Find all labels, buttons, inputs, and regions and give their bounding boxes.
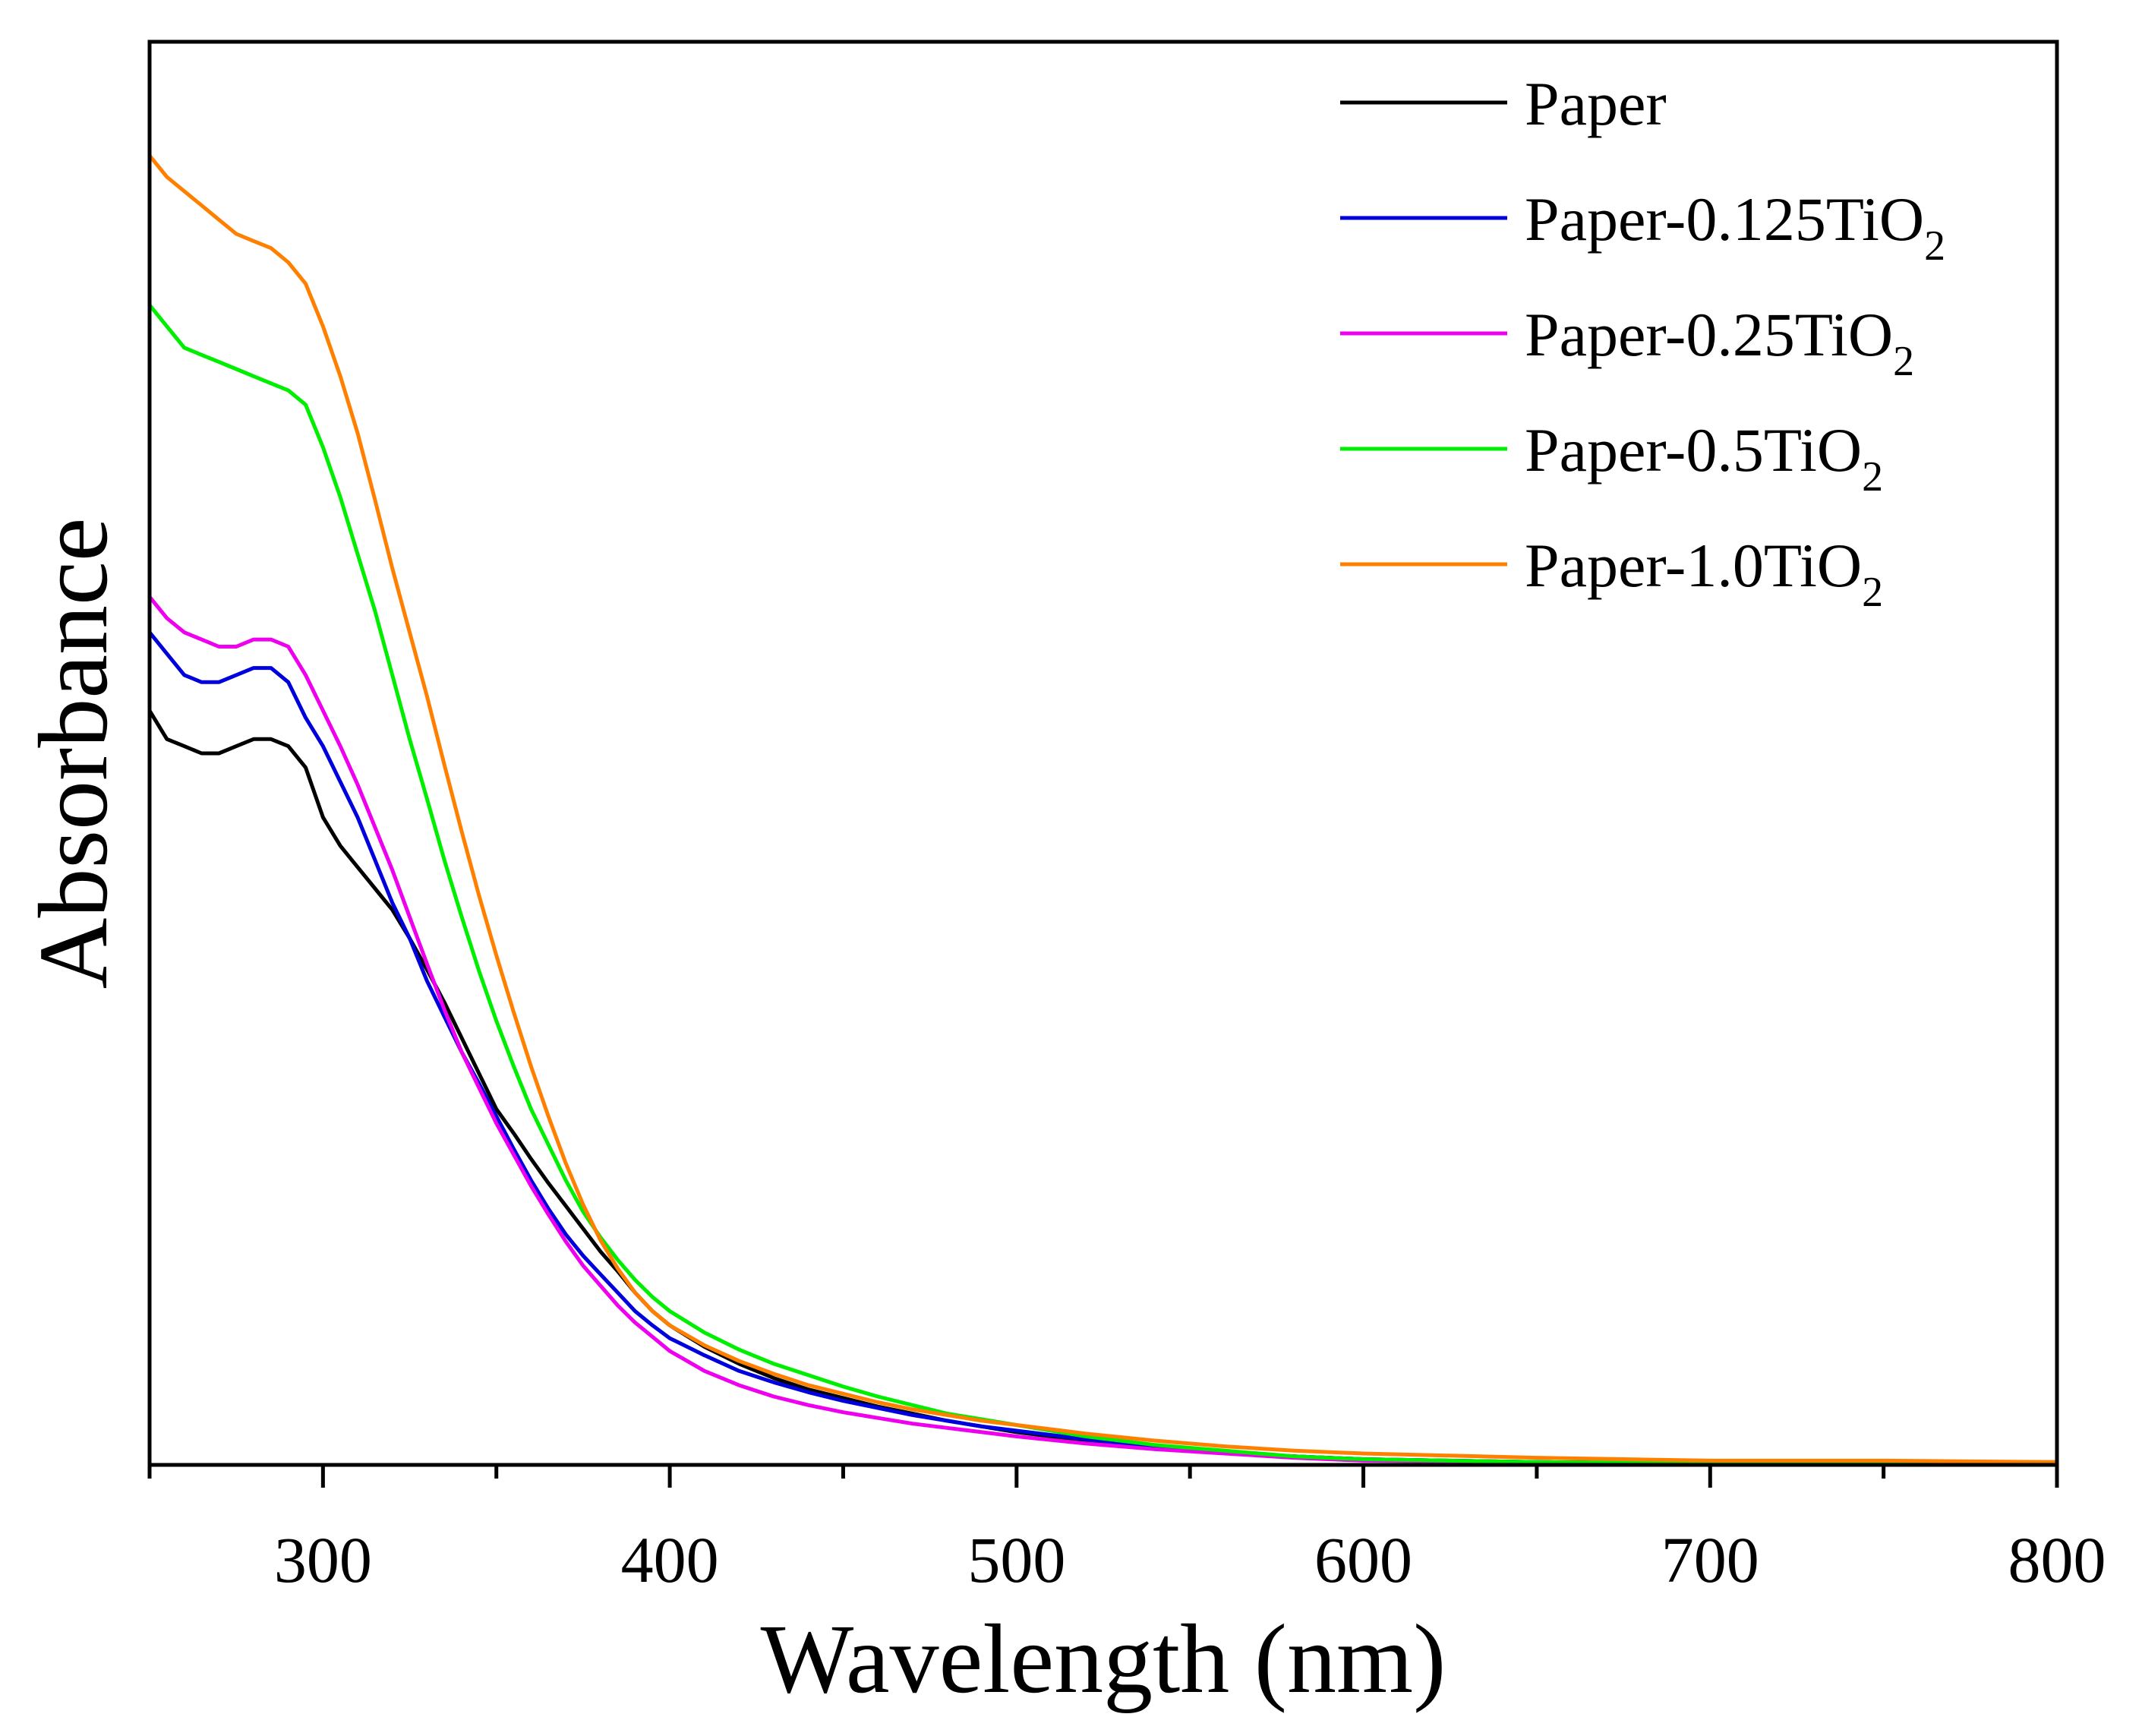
x-tick-label: 600 — [1314, 1523, 1412, 1596]
x-tick-label: 700 — [1661, 1523, 1759, 1596]
legend: Paper Paper-0.125TiO2 Paper-0.25TiO2 Paper-… — [1340, 69, 1945, 616]
legend-label-3: Paper-0.5TiO2 — [1525, 415, 1883, 500]
legend-label-0: Paper — [1525, 69, 1667, 138]
series-line-4 — [147, 153, 2059, 1464]
x-ticks: 300 400 500 600 700 800 — [147, 1465, 2106, 1596]
series-layer — [147, 153, 2059, 1467]
legend-label-1: Paper-0.125TiO2 — [1525, 185, 1945, 270]
legend-label-4: Paper-1.0TiO2 — [1525, 531, 1883, 616]
x-tick-label: 800 — [2008, 1523, 2106, 1596]
y-axis-label: Absorbance — [19, 518, 128, 990]
x-axis-label: Wavelength (nm) — [761, 1605, 1446, 1714]
series-line-1 — [147, 630, 2059, 1467]
x-tick-label: 400 — [621, 1523, 719, 1596]
x-tick-label: 500 — [967, 1523, 1065, 1596]
series-line-2 — [147, 595, 2059, 1467]
series-line-3 — [147, 303, 2059, 1467]
legend-label-2: Paper-0.25TiO2 — [1525, 300, 1914, 385]
x-tick-label: 300 — [274, 1523, 372, 1596]
plot-frame — [147, 39, 2059, 1467]
